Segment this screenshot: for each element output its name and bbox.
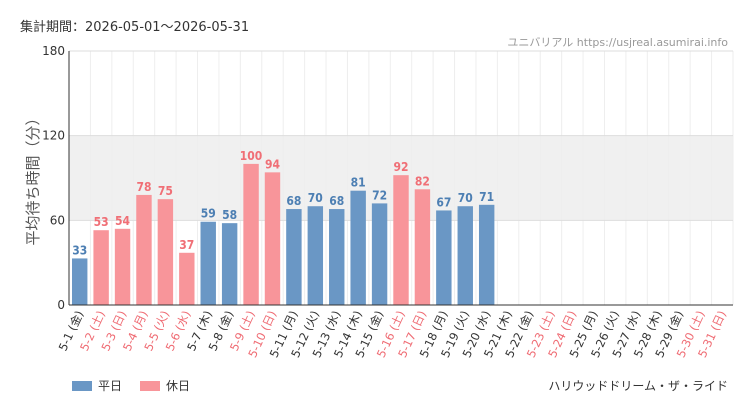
legend-item-weekday: 平日 — [72, 377, 122, 394]
bar-value-label: 59 — [201, 207, 216, 221]
bar-value-label: 82 — [415, 174, 430, 188]
bar — [478, 204, 495, 305]
bar — [436, 210, 452, 305]
bar — [393, 175, 409, 305]
bar-value-label: 67 — [436, 195, 451, 209]
ride-name: ハリウッドドリーム・ザ・ライド — [548, 379, 728, 393]
bar — [157, 199, 174, 305]
bar — [457, 206, 473, 305]
bar-value-label: 100 — [240, 149, 263, 163]
bar — [93, 230, 109, 305]
bar — [329, 209, 345, 305]
bar — [136, 194, 152, 305]
bar-value-label: 72 — [372, 188, 387, 202]
bar — [264, 172, 281, 305]
y-tick-label: 60 — [50, 213, 65, 227]
bar-value-label: 92 — [393, 160, 408, 174]
y-tick-label: 120 — [42, 129, 65, 143]
period-label: 集計期間：2026-05-01～2026-05-31 — [20, 20, 250, 35]
y-tick-label: 180 — [42, 44, 65, 58]
bar-value-label: 70 — [308, 191, 323, 205]
bar-value-label: 68 — [286, 194, 301, 208]
legend: 平日 休日 — [72, 377, 190, 394]
source-credit: ユニバリアル https://usjreal.asumirai.info — [507, 36, 728, 49]
bar — [371, 203, 388, 305]
legend-label-weekday: 平日 — [98, 379, 123, 393]
chart-bars-layer — [71, 163, 495, 305]
legend-item-holiday: 休日 — [140, 377, 190, 394]
bar-value-label: 75 — [158, 184, 173, 198]
bar-value-label: 70 — [458, 191, 473, 205]
bar-value-label: 81 — [351, 176, 366, 190]
legend-label-holiday: 休日 — [166, 379, 191, 393]
bar — [307, 206, 324, 305]
bar-value-label: 54 — [115, 214, 131, 228]
bar — [179, 252, 195, 305]
bar — [243, 163, 259, 305]
bar-value-label: 68 — [329, 194, 344, 208]
legend-swatch-holiday — [140, 380, 161, 391]
bar-value-label: 94 — [265, 157, 281, 171]
bar — [221, 223, 238, 305]
bar-value-label: 37 — [179, 238, 194, 252]
bar-value-label: 53 — [94, 215, 109, 229]
bar-value-label: 33 — [72, 243, 87, 257]
bar-value-label: 78 — [136, 180, 151, 194]
bar — [200, 221, 216, 305]
legend-swatch-weekday — [72, 380, 92, 391]
bar — [286, 209, 302, 305]
bar-value-label: 71 — [479, 190, 494, 204]
bar — [414, 189, 431, 305]
bar — [71, 258, 88, 305]
y-axis-label: 平均待ち時間（分） — [24, 110, 42, 245]
bar — [114, 228, 131, 305]
y-tick-label: 0 — [57, 298, 65, 312]
bar-value-label: 58 — [222, 208, 237, 222]
bar — [350, 190, 366, 305]
